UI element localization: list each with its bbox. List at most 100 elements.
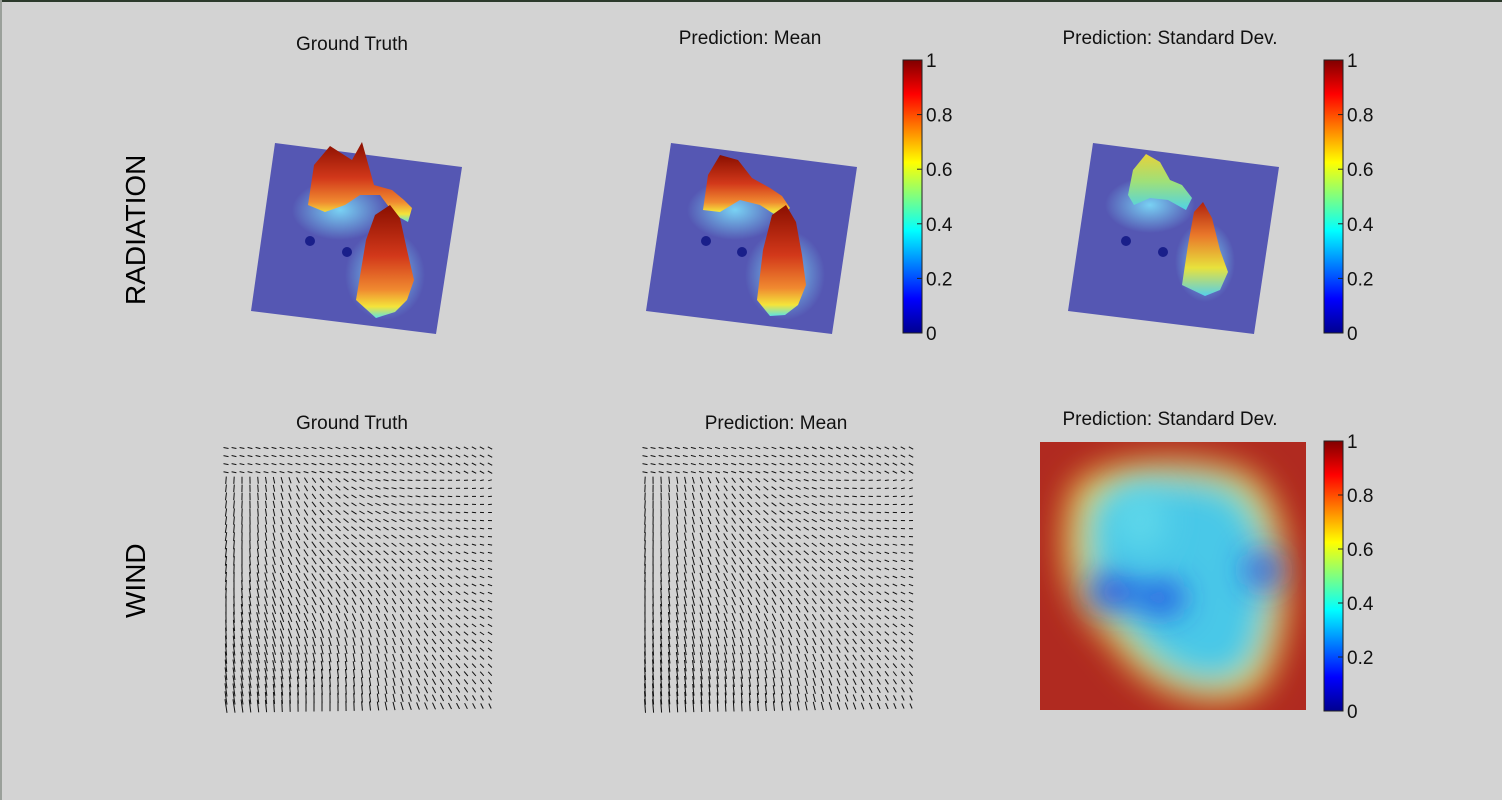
quiver-arrow	[256, 643, 260, 656]
quiver-arrow	[351, 581, 357, 589]
quiver-arrow	[724, 652, 728, 663]
quiver-arrow	[367, 605, 373, 613]
quiver-arrow	[811, 606, 817, 613]
quiver-arrow	[900, 671, 905, 677]
quiver-arrow	[447, 599, 453, 604]
quiver-arrow	[455, 686, 461, 693]
quiver-arrow	[319, 597, 325, 606]
quiver-arrow	[488, 687, 492, 693]
quiver-arrow	[431, 446, 437, 450]
quiver-arrow	[487, 559, 493, 562]
quiver-arrow	[811, 479, 817, 482]
quiver-arrow	[471, 551, 477, 554]
quiver-arrow	[876, 662, 882, 669]
quiver-arrow	[455, 454, 461, 458]
quiver-arrow	[415, 622, 421, 629]
quiver-arrow	[311, 612, 317, 622]
quiver-arrow	[343, 565, 349, 573]
quiver-arrow	[447, 535, 453, 539]
quiver-arrow	[644, 524, 646, 534]
quiver-arrow	[739, 454, 745, 458]
quiver-arrow	[755, 446, 761, 450]
quiver-arrow	[660, 683, 663, 697]
quiver-arrow	[820, 645, 825, 654]
quiver-arrow	[868, 591, 874, 596]
quiver-arrow	[455, 694, 461, 701]
quiver-arrow	[415, 462, 421, 466]
quiver-arrow	[383, 597, 389, 605]
quiver-arrow	[416, 686, 420, 694]
quiver-arrow	[692, 676, 695, 688]
quiver-arrow	[479, 567, 485, 571]
quiver-arrow	[868, 678, 873, 685]
quiver-arrow	[311, 509, 317, 516]
quiver-arrow	[683, 659, 687, 672]
quiver-arrow	[844, 614, 849, 621]
quiver-arrow	[287, 532, 293, 541]
quiver-arrow	[714, 454, 721, 458]
quiver-arrow	[463, 527, 469, 530]
quiver-arrow	[740, 692, 743, 704]
quiver-arrow	[652, 699, 655, 713]
quiver-arrow	[795, 589, 801, 597]
quiver-arrow	[804, 653, 809, 662]
quiver-arrow	[407, 542, 413, 547]
quiver-arrow	[772, 661, 776, 671]
quiver-arrow	[487, 655, 493, 660]
quiver-arrow	[463, 551, 469, 555]
quiver-arrow	[787, 478, 793, 482]
quiver-arrow	[876, 551, 882, 555]
quiver-arrow	[431, 503, 437, 506]
quiver-arrow	[819, 470, 825, 474]
quiver-arrow	[731, 644, 736, 655]
quiver-arrow	[264, 620, 268, 631]
quiver-arrow	[400, 685, 404, 694]
quiver-arrow	[240, 651, 244, 664]
quiver-arrow	[368, 653, 372, 662]
quiver-arrow	[295, 509, 301, 516]
quiver-arrow	[399, 558, 405, 564]
quiver-arrow	[304, 644, 308, 655]
quiver-arrow	[860, 446, 866, 450]
quiver-arrow	[676, 548, 679, 558]
quiver-arrow	[288, 516, 292, 525]
quiver-arrow	[780, 637, 784, 646]
quiver-arrow	[295, 628, 301, 639]
quiver-arrow	[763, 533, 769, 540]
quiver-arrow	[827, 550, 834, 555]
quiver-arrow	[795, 534, 801, 539]
quiver-arrow	[682, 471, 688, 474]
quiver-arrow	[375, 462, 381, 466]
quiver-arrow	[335, 573, 341, 581]
quiver-arrow	[684, 691, 687, 705]
quiver-arrow	[392, 701, 396, 711]
quiver-arrow	[706, 471, 713, 474]
quiver-arrow	[731, 470, 737, 474]
quiver-arrow	[827, 511, 833, 514]
quiver-arrow	[900, 551, 906, 554]
quiver-arrow	[384, 653, 388, 662]
quiver-arrow	[876, 567, 882, 571]
quiver-arrow	[257, 516, 259, 525]
quiver-arrow	[892, 663, 898, 669]
quiver-arrow	[699, 500, 704, 508]
quiver-arrow	[327, 533, 333, 540]
quiver-arrow	[691, 660, 695, 672]
quiver-arrow	[667, 643, 671, 656]
quiver-arrow	[843, 543, 850, 547]
quiver-arrow	[908, 599, 914, 603]
quiver-arrow	[392, 629, 396, 638]
quiver-arrow	[731, 525, 737, 532]
quiver-arrow	[755, 629, 760, 638]
quiver-arrow	[787, 542, 793, 548]
quiver-arrow	[471, 527, 477, 530]
quiver-arrow	[819, 542, 826, 547]
quiver-arrow	[668, 540, 671, 550]
quiver-arrow	[407, 534, 413, 539]
quiver-arrow	[900, 655, 906, 660]
quiver-arrow	[803, 582, 809, 589]
quiver-arrow	[795, 446, 801, 450]
quiver-arrow	[707, 524, 712, 533]
quiver-arrow	[471, 583, 477, 587]
quiver-arrow	[423, 622, 429, 629]
